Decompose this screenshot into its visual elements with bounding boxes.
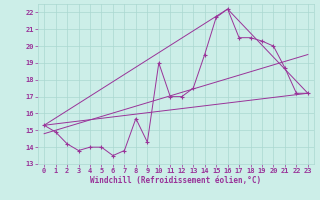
X-axis label: Windchill (Refroidissement éolien,°C): Windchill (Refroidissement éolien,°C) [91, 176, 261, 185]
